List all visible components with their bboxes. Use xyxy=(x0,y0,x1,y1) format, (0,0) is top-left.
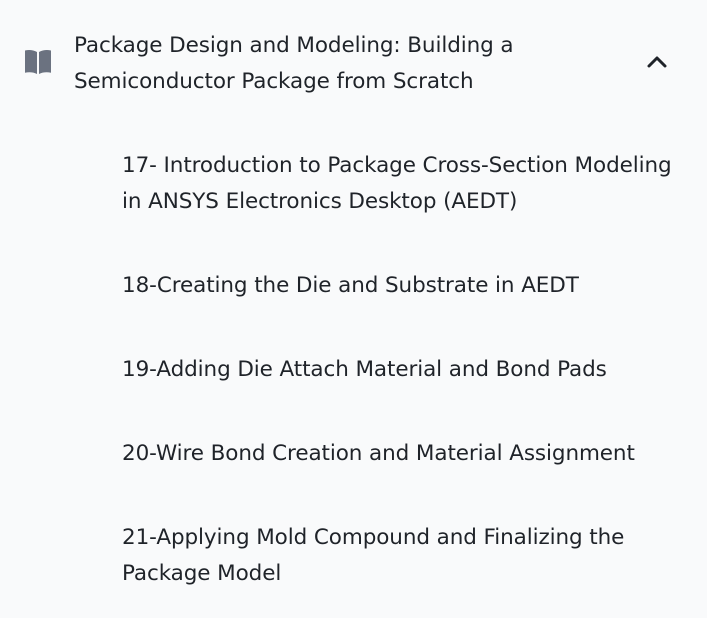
section-title: Package Design and Modeling: Building a … xyxy=(74,33,514,94)
lesson-item-21[interactable]: 21-Applying Mold Compound and Finalizing… xyxy=(122,525,625,586)
chevron-up-icon[interactable] xyxy=(645,53,669,69)
section-header[interactable]: Package Design and Modeling: Building a … xyxy=(0,0,707,120)
lesson-item-20[interactable]: 20-Wire Bond Creation and Material Assig… xyxy=(122,441,635,466)
book-open-icon xyxy=(25,50,51,74)
lesson-item-18[interactable]: 18-Creating the Die and Substrate in AED… xyxy=(122,273,579,298)
lesson-item-19[interactable]: 19-Adding Die Attach Material and Bond P… xyxy=(122,357,607,382)
lesson-item-17[interactable]: 17- Introduction to Package Cross-Sectio… xyxy=(122,153,672,214)
